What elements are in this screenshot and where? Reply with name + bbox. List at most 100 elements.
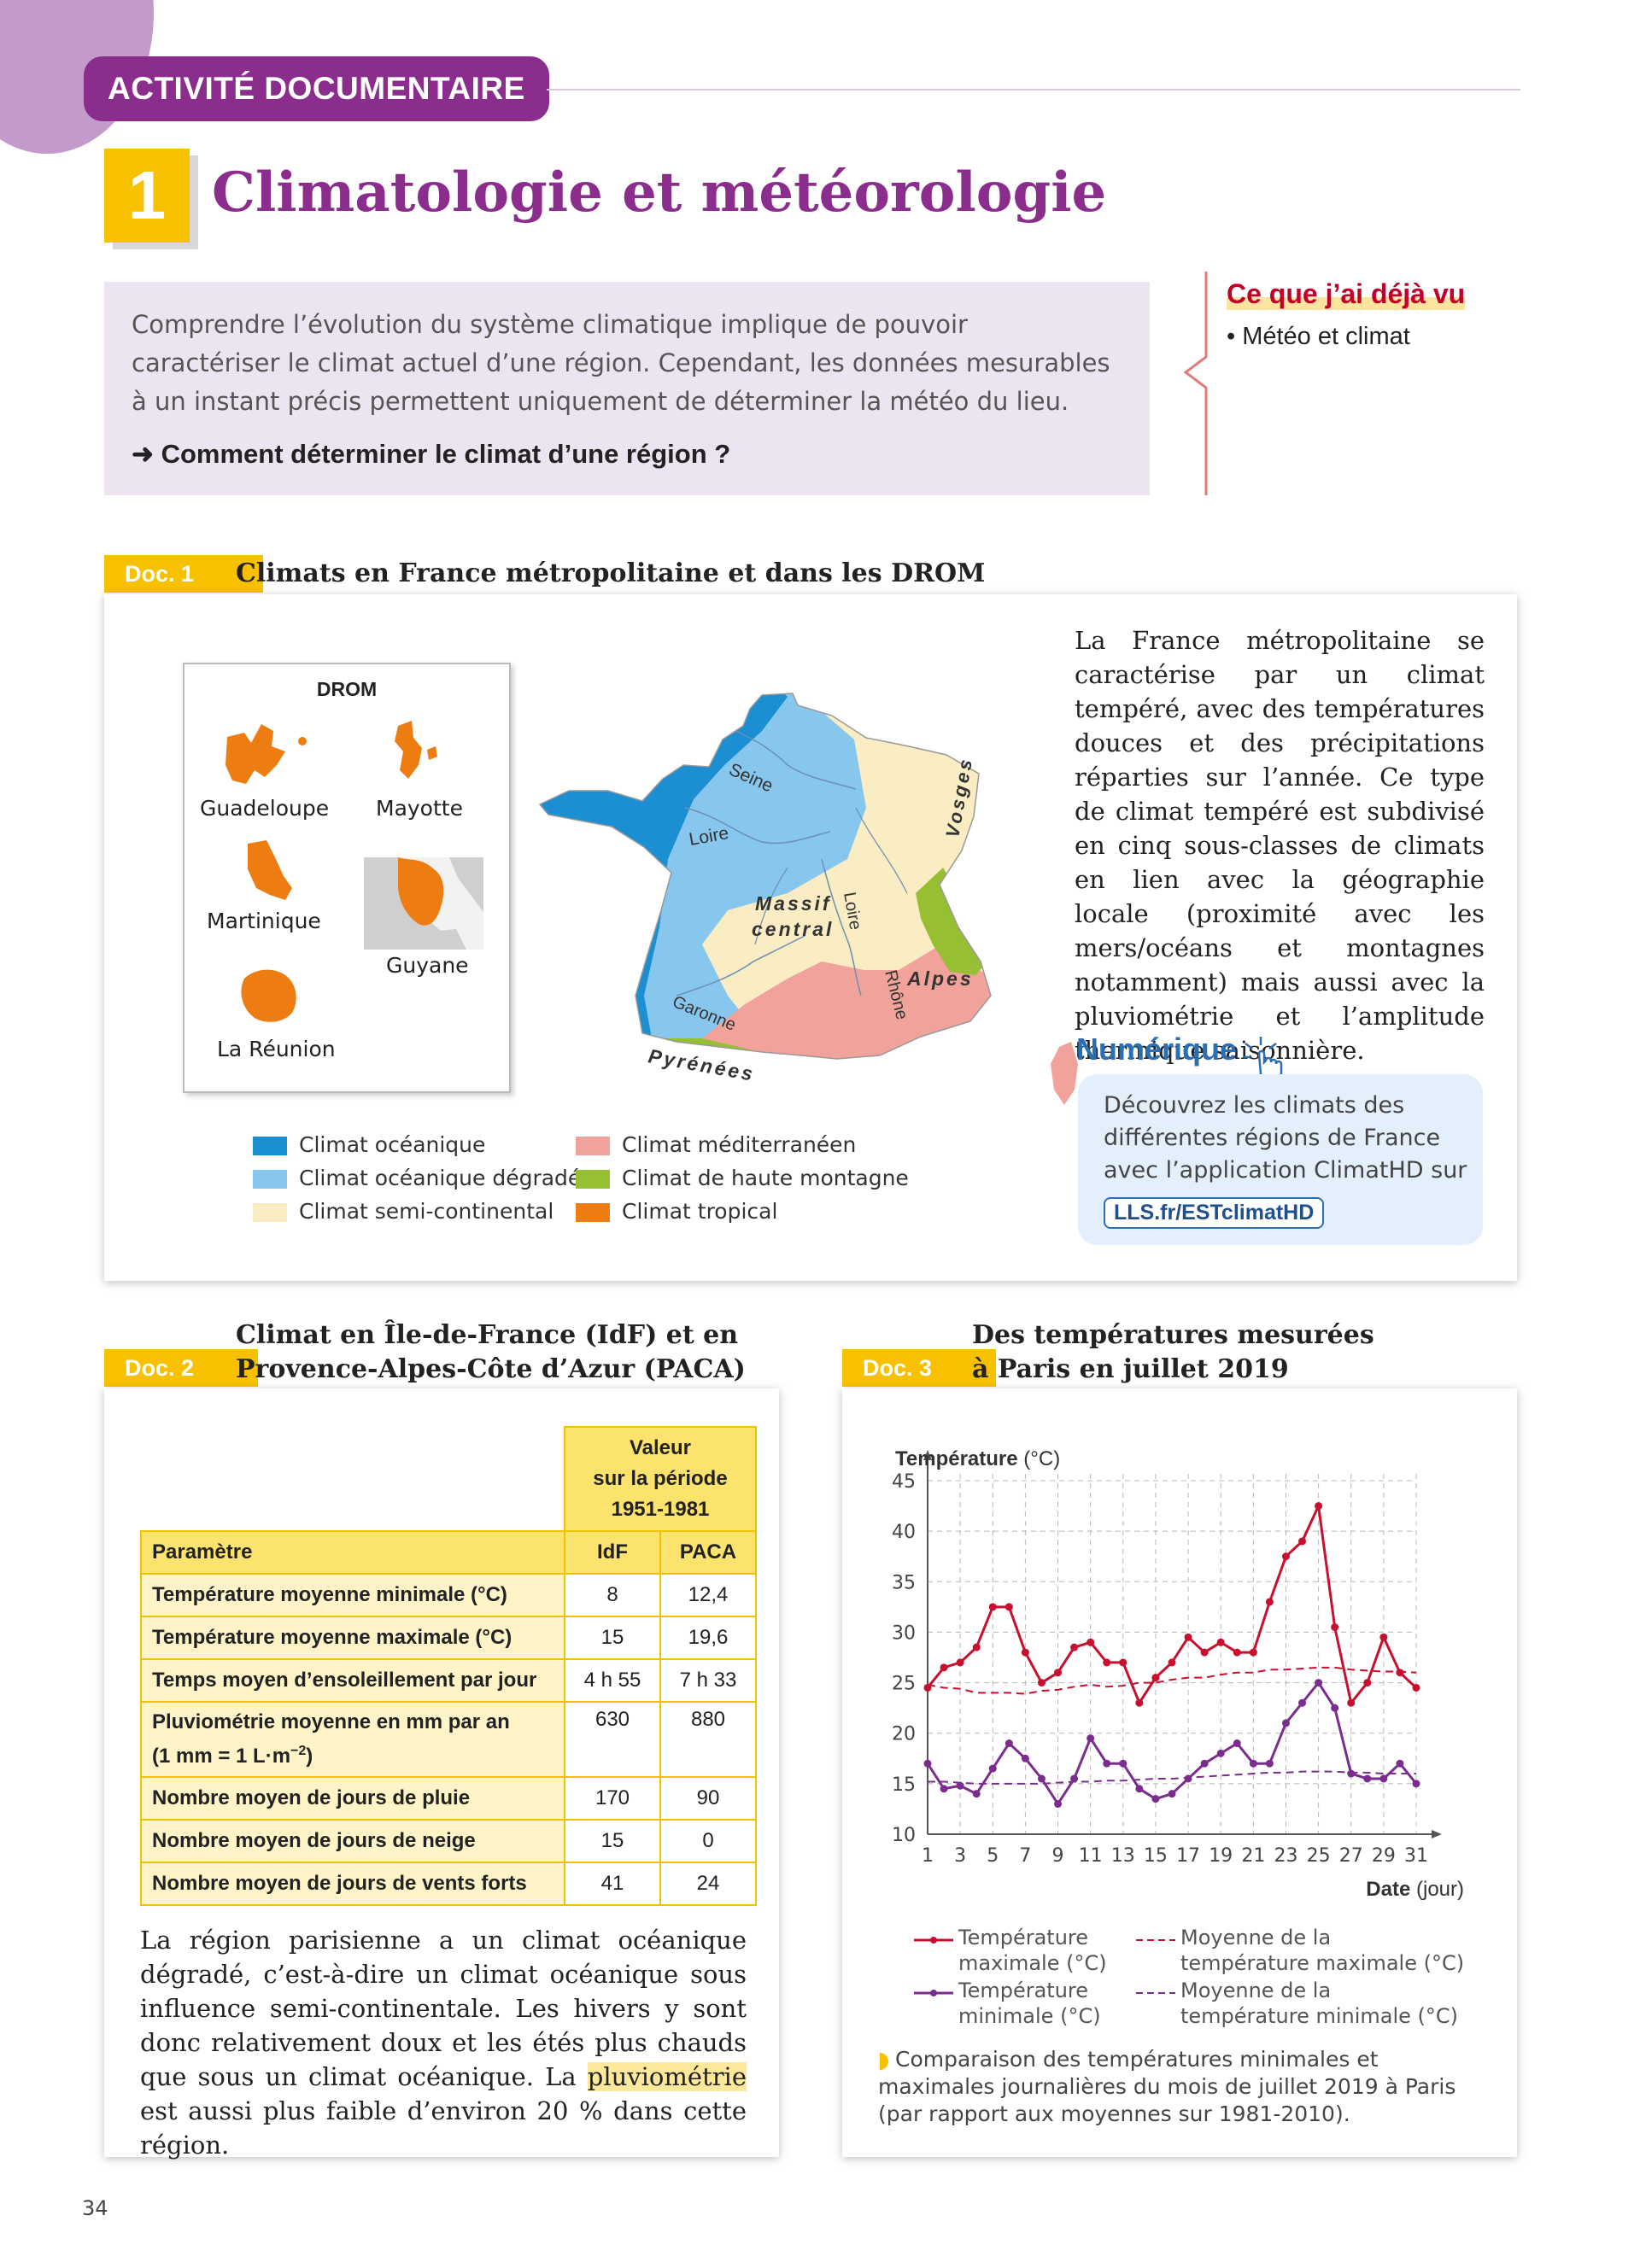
doc3-tab: Doc. 3 <box>842 1349 996 1387</box>
y-axis-label: Température (°C) <box>895 1447 1060 1470</box>
doc2-tab: Doc. 2 <box>104 1349 258 1387</box>
climate-table: Valeur sur la période 1951-1981 Paramètr… <box>140 1426 757 1906</box>
table-row: Température moyenne maximale (°C) 15 19,… <box>140 1616 757 1660</box>
data-point <box>1379 1774 1388 1783</box>
drom-islands <box>226 721 483 1022</box>
x-axis-label: Date (jour) <box>1366 1878 1464 1901</box>
data-point <box>1396 1669 1404 1677</box>
y-tick-label: 35 <box>892 1572 916 1593</box>
table-row: Température moyenne minimale (°C) 8 12,4 <box>140 1573 757 1617</box>
data-point <box>1103 1759 1111 1768</box>
numerique-link[interactable]: LLS.fr/ESTclimatHD <box>1104 1197 1325 1229</box>
table-group-header: Valeur sur la période 1951-1981 <box>564 1426 757 1532</box>
doc1-title: Climats en France métropolitaine et dans… <box>236 558 986 588</box>
table-row: Pluviométrie moyenne en mm par an (1 mm … <box>140 1701 757 1778</box>
sidebar-item: • Météo et climat <box>1227 323 1410 350</box>
x-tick-label: 23 <box>1274 1845 1297 1867</box>
data-point <box>1347 1769 1356 1778</box>
legend-line-min <box>914 1990 953 1996</box>
legend-text-min: Température minimale (°C) <box>958 1979 1101 2028</box>
x-tick-label: 13 <box>1111 1845 1135 1867</box>
data-point <box>1119 1658 1128 1667</box>
data-point <box>1379 1633 1388 1641</box>
table-header-paca: PACA <box>659 1530 757 1575</box>
hand-pointer-icon <box>1244 1037 1283 1081</box>
x-tick-label: 7 <box>1019 1845 1031 1867</box>
data-point <box>1135 1785 1144 1793</box>
data-point <box>1298 1537 1307 1546</box>
data-point <box>1135 1698 1144 1707</box>
y-tick-label: 10 <box>892 1825 916 1846</box>
x-tick-label: 1 <box>922 1845 934 1867</box>
legend-line-mean-max <box>1136 1939 1175 1941</box>
doc2-card: Valeur sur la période 1951-1981 Paramètr… <box>104 1388 779 2160</box>
data-point <box>1200 1648 1209 1657</box>
table-cell: 7 h 33 <box>659 1658 757 1703</box>
legend-swatch <box>576 1170 610 1189</box>
table-cell: 8 <box>564 1573 661 1617</box>
legend-swatch <box>253 1203 287 1222</box>
y-tick-label: 45 <box>892 1471 916 1493</box>
legend-mediterraneen: Climat méditerranéen <box>576 1132 856 1157</box>
legend-swatch <box>253 1137 287 1155</box>
data-point <box>1037 1679 1046 1687</box>
legend-oceanique-degrade: Climat océanique dégradé <box>253 1166 581 1190</box>
legend-text-mean-max: Moyenne de la température maximale (°C) <box>1180 1926 1465 1975</box>
france-climate-map: Seine Loire Vosges Massif central Loire … <box>538 693 1078 1105</box>
legend-text-max: Température maximale (°C) <box>958 1926 1107 1975</box>
y-tick-label: 40 <box>892 1522 916 1543</box>
data-point <box>1216 1638 1225 1646</box>
legend-semi-continental: Climat semi-continental <box>253 1199 554 1224</box>
data-point <box>1168 1658 1176 1667</box>
drom-label-martinique: Martinique <box>207 909 321 933</box>
table-cell: 41 <box>564 1862 661 1906</box>
doc3-title-line1: Des températures mesurées <box>972 1320 1374 1350</box>
data-point <box>956 1781 964 1790</box>
data-point <box>1412 1780 1420 1788</box>
y-axis-arrow <box>923 1450 932 1460</box>
data-point <box>1233 1648 1241 1657</box>
y-tick-label: 25 <box>892 1674 916 1695</box>
x-tick-label: 19 <box>1209 1845 1233 1867</box>
data-point <box>1331 1623 1339 1632</box>
table-cell: Temps moyen d’ensoleillement par jour <box>140 1658 565 1703</box>
x-tick-label: 3 <box>954 1845 966 1867</box>
table-cell: Pluviométrie moyenne en mm par an (1 mm … <box>140 1701 565 1778</box>
sidebar-bracket <box>1183 272 1208 495</box>
data-point <box>1363 1679 1372 1687</box>
table-header-idf: IdF <box>564 1530 661 1575</box>
data-point <box>1070 1643 1079 1651</box>
legend-swatch <box>253 1170 287 1189</box>
drom-label-reunion: La Réunion <box>217 1037 336 1061</box>
table-cell: 880 <box>659 1701 757 1778</box>
data-point <box>988 1603 997 1611</box>
map-label-alpes: Alpes <box>906 967 974 990</box>
x-tick-label: 31 <box>1404 1845 1428 1867</box>
data-point <box>1168 1790 1176 1798</box>
x-tick-label: 15 <box>1144 1845 1168 1867</box>
activity-number: 1 <box>104 149 190 243</box>
doc3-card: 10 15 20 25 30 35 40 45 1 3 5 7 9 11 13 15 17 19 21 23 25 27 2… <box>842 1388 1517 2157</box>
legend-swatch <box>576 1203 610 1222</box>
data-point <box>1086 1638 1095 1646</box>
data-point <box>1021 1754 1029 1762</box>
table-corner <box>141 1427 565 1531</box>
data-point <box>1054 1669 1063 1677</box>
numerique-box: Découvrez les climats des différentes ré… <box>1078 1074 1483 1245</box>
drom-label-guadeloupe: Guadeloupe <box>200 796 330 821</box>
data-point <box>1249 1648 1257 1657</box>
map-label-pyrenees: Pyrénées <box>647 1044 757 1085</box>
data-point <box>1396 1759 1404 1768</box>
table-cell: 12,4 <box>659 1573 757 1617</box>
drom-box: DROM Guadeloupe Mayotte Martinique Guyan… <box>183 663 511 1093</box>
y-tick-label: 20 <box>892 1724 916 1745</box>
legend-swatch <box>576 1137 610 1155</box>
data-point <box>1200 1759 1209 1768</box>
intro-text: Comprendre l’évolution du système climat… <box>132 310 1110 416</box>
table-cell: 90 <box>659 1776 757 1821</box>
data-point <box>1265 1759 1274 1768</box>
data-point <box>1054 1800 1063 1809</box>
data-point <box>1103 1658 1111 1667</box>
table-cell: 15 <box>564 1819 661 1863</box>
doc1-text: La France métropolitaine se caractérise … <box>1075 626 1485 1065</box>
